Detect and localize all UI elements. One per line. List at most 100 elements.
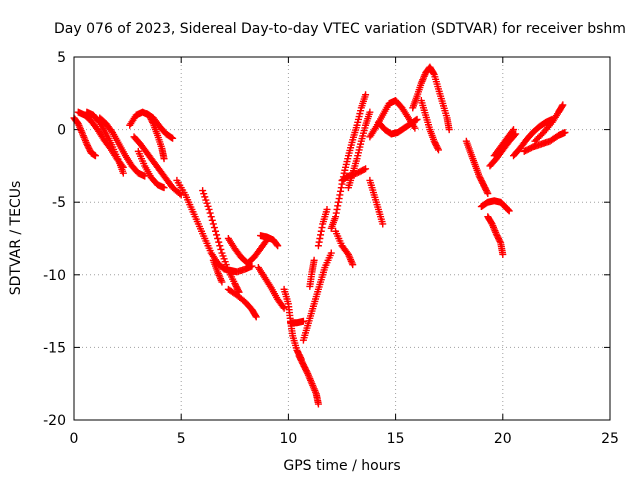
data-point: [176, 190, 184, 198]
data-point: [212, 227, 220, 235]
data-point: [252, 313, 260, 321]
data-point: [315, 238, 323, 246]
series-track-21: [314, 205, 331, 250]
data-point: [349, 261, 357, 269]
series-track-26: [338, 165, 370, 184]
data-point: [303, 368, 311, 376]
x-tick-label: 0: [70, 431, 79, 447]
data-point: [360, 166, 368, 174]
x-axis-label: GPS time / hours: [283, 458, 400, 474]
series-track-07: [143, 110, 177, 142]
data-point: [214, 235, 222, 242]
data-point: [337, 184, 345, 192]
data-point: [413, 115, 421, 123]
data-point: [160, 155, 168, 163]
y-tick-label: 5: [57, 50, 66, 66]
series-track-08: [134, 147, 168, 192]
data-point: [434, 146, 442, 154]
series-track-36: [510, 115, 556, 160]
series-track-22: [327, 91, 370, 232]
data-point: [333, 205, 341, 213]
data-point: [505, 207, 513, 215]
data-point: [202, 196, 210, 204]
series-track-18: [295, 352, 322, 408]
data-point: [483, 188, 491, 196]
grid-lines: [74, 57, 610, 420]
data-point: [119, 169, 127, 177]
data-point: [318, 224, 326, 232]
series-track-37: [520, 129, 569, 155]
data-point: [559, 101, 567, 109]
data-point: [429, 69, 437, 77]
y-tick-labels: -20 -15 -10 -5 0 5: [43, 50, 66, 429]
data-point: [201, 193, 209, 201]
data-point: [323, 205, 331, 213]
series-track-19: [299, 249, 335, 344]
y-axis-label: SDTVAR / TECUs: [8, 181, 24, 296]
series-track-35: [490, 126, 518, 160]
series-track-33: [484, 213, 507, 258]
data-point: [252, 312, 260, 320]
series-track-29: [409, 63, 453, 134]
data-point: [334, 202, 342, 210]
data-points: [70, 63, 569, 408]
data-point: [332, 213, 340, 221]
series-track-38: [531, 101, 567, 145]
data-point: [434, 144, 442, 152]
series-track-02: [74, 108, 127, 171]
x-tick-label: 10: [279, 431, 297, 447]
series-track-31: [462, 137, 492, 197]
data-point: [91, 152, 99, 160]
data-point: [499, 250, 507, 258]
y-tick-label: -15: [43, 340, 66, 356]
series-track-14: [254, 264, 288, 312]
data-point: [273, 241, 281, 249]
data-point: [412, 116, 420, 124]
data-point: [316, 235, 324, 242]
series-track-15: [257, 232, 282, 250]
data-point: [274, 242, 282, 250]
data-point: [199, 187, 207, 195]
series-track-24: [332, 227, 357, 269]
data-point: [168, 134, 176, 142]
data-point: [561, 129, 569, 137]
data-point: [362, 165, 370, 173]
data-point: [327, 249, 335, 257]
data-point: [558, 102, 566, 110]
data-point: [484, 189, 492, 197]
series-track-04: [96, 114, 149, 180]
data-point: [366, 108, 374, 116]
series-track-01: [70, 114, 99, 160]
data-point: [335, 195, 343, 203]
data-point: [206, 209, 214, 217]
data-point: [203, 199, 211, 207]
plot-frame: [73, 56, 611, 421]
data-point: [208, 216, 216, 224]
data-point: [411, 124, 419, 132]
series-track-17: [287, 317, 307, 327]
data-point: [207, 213, 215, 221]
x-tick-label: 15: [387, 431, 405, 447]
chart-title: Day 076 of 2023, Sidereal Day-to-day VTE…: [54, 21, 626, 37]
data-point: [213, 231, 221, 239]
data-point: [218, 278, 226, 286]
data-point: [217, 245, 225, 253]
data-point: [334, 198, 342, 206]
x-tick-label: 20: [494, 431, 512, 447]
y-tick-label: -10: [43, 268, 66, 284]
y-tick-label: -5: [52, 195, 66, 211]
data-point: [205, 205, 213, 213]
data-point: [204, 202, 212, 210]
data-point: [362, 91, 370, 99]
x-tick-label: 25: [601, 431, 619, 447]
data-point: [317, 227, 325, 235]
data-point: [332, 209, 340, 217]
x-tick-label: 5: [177, 431, 186, 447]
data-point: [160, 184, 168, 192]
series-track-32: [477, 197, 513, 215]
data-point: [216, 242, 224, 250]
x-tick-labels: 0 5 10 15 20 25: [70, 431, 619, 447]
series-track-20: [306, 256, 318, 290]
data-point: [505, 206, 513, 214]
